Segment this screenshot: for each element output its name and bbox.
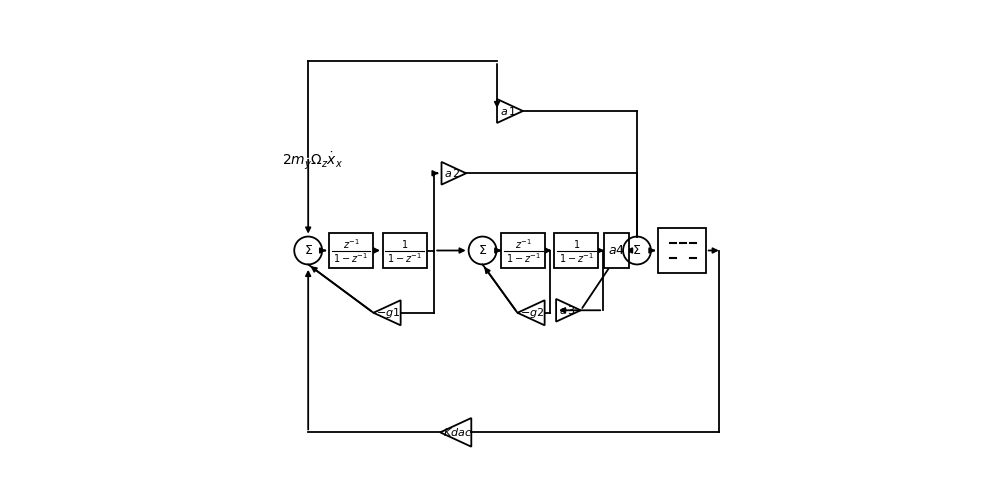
Text: $\Sigma$: $\Sigma$ bbox=[478, 244, 487, 257]
FancyBboxPatch shape bbox=[329, 233, 373, 268]
Text: $-g2$: $-g2$ bbox=[520, 306, 545, 320]
FancyBboxPatch shape bbox=[554, 233, 598, 268]
Text: $1-z^{-1}$: $1-z^{-1}$ bbox=[387, 251, 422, 265]
Text: $a4$: $a4$ bbox=[608, 244, 625, 257]
Text: $\Sigma$: $\Sigma$ bbox=[632, 244, 642, 257]
Text: $z^{-1}$: $z^{-1}$ bbox=[343, 237, 360, 251]
Text: $1$: $1$ bbox=[573, 238, 580, 250]
Text: $z^{-1}$: $z^{-1}$ bbox=[515, 237, 532, 251]
Text: $Kdac$: $Kdac$ bbox=[443, 426, 472, 438]
Text: $-g1$: $-g1$ bbox=[376, 306, 401, 320]
Text: $a\,1$: $a\,1$ bbox=[500, 105, 517, 117]
Text: $1-z^{-1}$: $1-z^{-1}$ bbox=[506, 251, 541, 265]
Text: $a\,2$: $a\,2$ bbox=[444, 167, 461, 179]
FancyBboxPatch shape bbox=[604, 233, 629, 268]
Text: $2m_y\Omega_z\dot{x}_x$: $2m_y\Omega_z\dot{x}_x$ bbox=[282, 150, 343, 171]
Text: $a\,3$: $a\,3$ bbox=[559, 304, 576, 316]
Text: $1-z^{-1}$: $1-z^{-1}$ bbox=[333, 251, 369, 265]
FancyBboxPatch shape bbox=[658, 228, 706, 273]
Text: $1$: $1$ bbox=[401, 238, 408, 250]
Text: $\Sigma$: $\Sigma$ bbox=[304, 244, 313, 257]
FancyBboxPatch shape bbox=[383, 233, 427, 268]
FancyBboxPatch shape bbox=[501, 233, 545, 268]
Text: $1-z^{-1}$: $1-z^{-1}$ bbox=[559, 251, 594, 265]
